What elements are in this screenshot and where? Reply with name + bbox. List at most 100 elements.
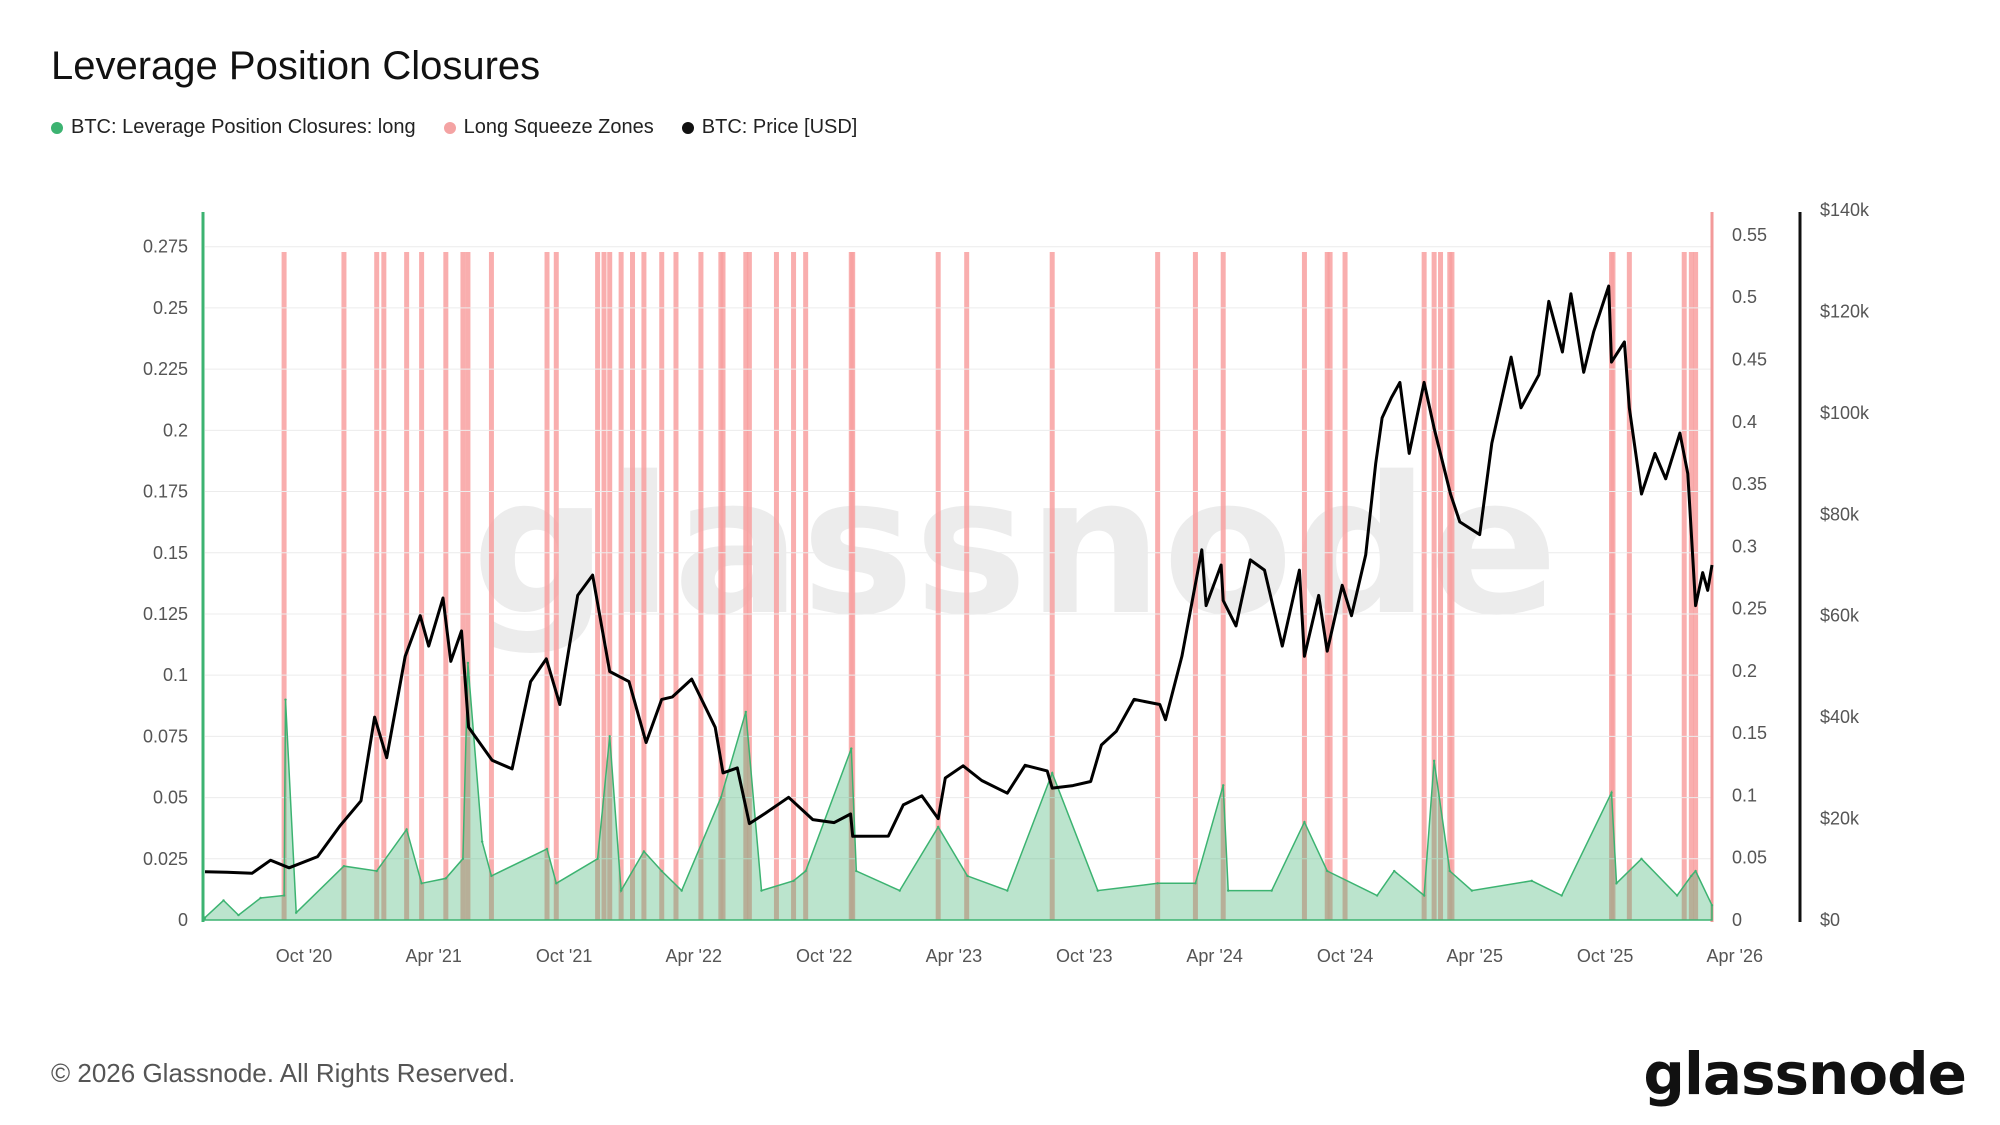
glassnode-logo[interactable]: glassnode xyxy=(1643,1040,1967,1108)
closures-point xyxy=(1470,889,1474,892)
squeeze-zone xyxy=(720,252,726,920)
y-left-tick-label: 0.1 xyxy=(163,665,188,685)
closures-point xyxy=(1610,791,1613,794)
closures-point xyxy=(295,911,298,914)
closures-point xyxy=(660,869,663,873)
closures-point xyxy=(259,896,262,900)
squeeze-zone xyxy=(850,252,856,920)
closures-point xyxy=(744,710,748,714)
copyright-text: © 2026 Glassnode. All Rights Reserved. xyxy=(51,1058,516,1088)
y-mid-tick-label: 0.25 xyxy=(1732,599,1767,619)
squeeze-zone xyxy=(601,252,607,920)
squeeze-zone xyxy=(1327,252,1333,920)
squeeze-zone xyxy=(641,252,647,920)
glassnode-watermark: glassnode xyxy=(472,436,1558,657)
legend-item-price[interactable]: BTC: Price [USD] xyxy=(681,116,858,139)
squeeze-zone xyxy=(659,252,665,920)
closures-point xyxy=(1096,889,1099,892)
y-left-tick-label: 0 xyxy=(178,910,188,930)
closures-point xyxy=(555,882,558,885)
squeeze-zone xyxy=(1421,252,1427,920)
closures-point xyxy=(1303,820,1306,824)
closures-point xyxy=(936,825,940,829)
y-right-tick-label: $100k xyxy=(1820,403,1870,423)
y-left-tick-label: 0.225 xyxy=(143,359,188,379)
y-left-tick-label: 0.2 xyxy=(163,420,188,440)
y-right-tick-label: $40k xyxy=(1820,707,1860,727)
x-tick-label: Apr '22 xyxy=(666,946,722,966)
closures-point xyxy=(1694,869,1697,873)
x-tick-label: Apr '24 xyxy=(1186,946,1242,966)
closures-point xyxy=(792,879,795,883)
closures-point xyxy=(1690,874,1693,878)
closures-point xyxy=(222,899,225,902)
squeeze-zone xyxy=(1431,252,1437,920)
closures-point xyxy=(596,857,599,860)
squeeze-zone xyxy=(488,252,494,920)
y-left-tick-label: 0.075 xyxy=(143,726,188,746)
chart-legend: BTC: Leverage Position Closures: long Lo… xyxy=(51,116,857,139)
x-tick-label: Oct '23 xyxy=(1056,946,1112,966)
squeeze-zone xyxy=(773,252,779,920)
x-tick-label: Oct '20 xyxy=(276,946,332,966)
closures-area xyxy=(204,662,1713,921)
closures-point xyxy=(1615,882,1618,885)
y-mid-tick-label: 0.5 xyxy=(1732,287,1757,307)
y-right-tick-label: $140k xyxy=(1820,200,1870,220)
chart-axes: 0 0.025 0.05 0.075 0.1 0.125 0.15 0.175 0.2 0.225… xyxy=(143,200,1870,966)
squeeze-zone xyxy=(553,252,559,920)
x-tick-label: Oct '22 xyxy=(796,946,852,966)
y-right-tick-label: $0 xyxy=(1820,910,1840,930)
closures-point xyxy=(850,747,853,750)
legend-item-squeeze[interactable]: Long Squeeze Zones xyxy=(443,116,654,139)
y-left-tick-label: 0.175 xyxy=(143,482,188,502)
closures-point xyxy=(1375,894,1379,897)
closures-series xyxy=(203,661,1714,921)
squeeze-zone xyxy=(465,252,471,920)
closures-point xyxy=(619,889,623,892)
y-mid-tick-label: 0.45 xyxy=(1732,349,1767,369)
y-mid-tick-label: 0.4 xyxy=(1732,412,1757,432)
y-left-tick-label: 0.125 xyxy=(143,604,188,624)
closures-point xyxy=(1422,894,1426,897)
legend-dot-price-icon xyxy=(681,121,694,134)
closures-point xyxy=(1448,869,1451,873)
legend-label-price: BTC: Price [USD] xyxy=(701,116,858,138)
y-mid-tick-label: 0.05 xyxy=(1732,848,1767,868)
closures-point xyxy=(444,877,448,880)
squeeze-zone xyxy=(419,252,425,920)
y-left-tick-label: 0.15 xyxy=(153,543,188,563)
legend-label-closures: BTC: Leverage Position Closures: long xyxy=(71,116,416,138)
squeeze-zone xyxy=(1438,252,1444,920)
closures-point xyxy=(1006,889,1009,892)
squeeze-zone xyxy=(698,252,704,920)
closures-point xyxy=(1530,879,1533,883)
closures-point xyxy=(719,796,723,799)
closures-point xyxy=(420,882,423,885)
y-left-tick-label: 0.05 xyxy=(153,788,188,808)
long-squeeze-zones xyxy=(281,252,1699,920)
closures-point xyxy=(545,847,549,851)
y-mid-tick-label: 0.3 xyxy=(1732,536,1757,556)
legend-dot-squeeze-icon xyxy=(443,121,456,134)
x-tick-label: Apr '23 xyxy=(926,946,982,966)
squeeze-zone xyxy=(1626,252,1632,920)
squeeze-zone xyxy=(964,252,970,920)
squeeze-zone xyxy=(791,252,797,920)
x-tick-label: Apr '25 xyxy=(1446,946,1502,966)
closures-point xyxy=(680,889,683,892)
squeeze-zone xyxy=(1688,252,1694,920)
y-mid-tick-label: 0.2 xyxy=(1732,661,1757,681)
legend-item-closures[interactable]: BTC: Leverage Position Closures: long xyxy=(51,116,416,139)
squeeze-zone xyxy=(618,252,624,920)
y-right-tick-label: $80k xyxy=(1820,504,1860,524)
x-tick-label: Apr '26 xyxy=(1707,946,1763,966)
squeeze-zone xyxy=(1301,252,1307,920)
closures-point xyxy=(466,661,470,665)
squeeze-zone xyxy=(746,252,752,920)
y-left-tick-label: 0.025 xyxy=(143,849,188,869)
y-left-tick-label: 0.25 xyxy=(153,298,188,318)
squeeze-zone xyxy=(460,252,466,920)
closures-point xyxy=(237,913,240,917)
